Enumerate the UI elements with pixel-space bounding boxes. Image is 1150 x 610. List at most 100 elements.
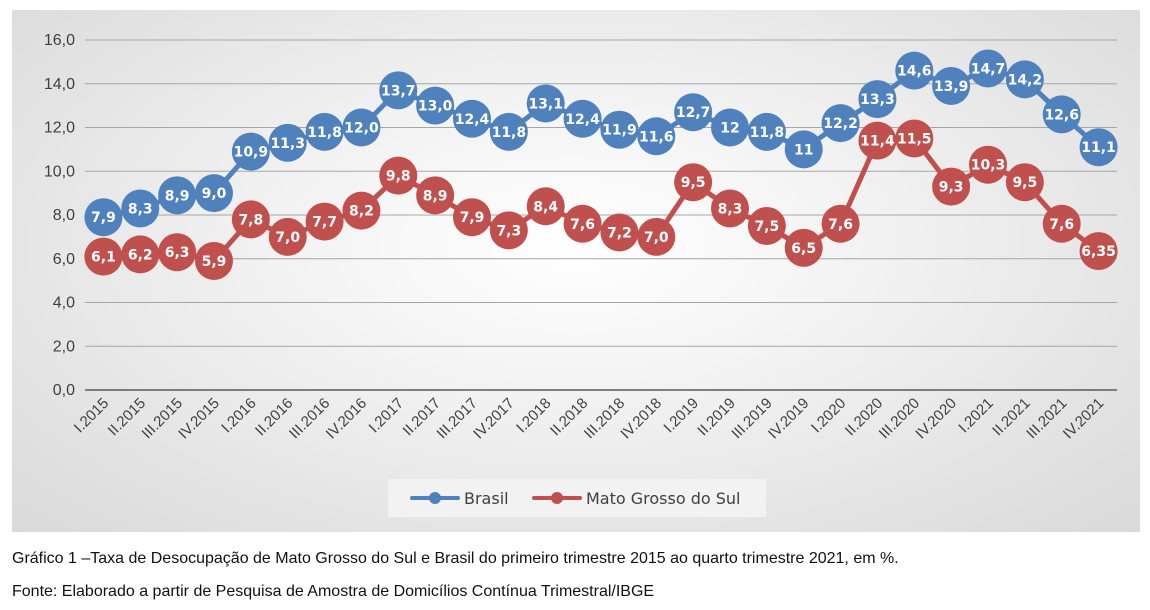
- data-point: [84, 237, 123, 276]
- data-point: [526, 187, 565, 226]
- data-point: [895, 51, 934, 90]
- data-label: 12,4: [455, 112, 490, 128]
- data-point: [305, 112, 344, 151]
- data-label: 12,7: [676, 105, 711, 121]
- legend-marker: [551, 492, 563, 504]
- data-label: 7,9: [91, 210, 116, 226]
- data-point: [637, 217, 676, 256]
- figure-source: Fonte: Elaborado a partir de Pesquisa de…: [12, 583, 655, 600]
- data-point: [195, 174, 233, 213]
- data-point: [932, 66, 971, 105]
- data-point: [563, 204, 602, 243]
- data-label: 6,35: [1081, 244, 1116, 260]
- data-point: [305, 202, 344, 241]
- data-label: 7,8: [238, 212, 263, 228]
- x-tick-label: IV.2017: [470, 395, 518, 443]
- data-point: [637, 117, 676, 156]
- x-tick-label: IV.2018: [617, 395, 665, 443]
- x-tick-label: IV.2016: [323, 395, 371, 443]
- data-point: [268, 217, 307, 256]
- data-label: 13,3: [860, 92, 895, 108]
- data-label: 14,6: [897, 64, 932, 80]
- data-point: [489, 211, 528, 250]
- data-label: 11: [794, 142, 813, 158]
- data-point: [379, 71, 418, 110]
- data-point: [784, 228, 823, 267]
- data-label: 5,9: [202, 254, 227, 270]
- data-label: 8,4: [533, 199, 558, 215]
- data-label: 12,2: [823, 116, 858, 132]
- y-tick-label: 6,0: [53, 251, 75, 268]
- data-point: [453, 198, 491, 237]
- data-point: [231, 200, 270, 239]
- data-label: 8,9: [423, 188, 448, 204]
- data-label: 13,7: [381, 83, 416, 99]
- figure-caption: Gráfico 1 –Taxa de Desocupação de Mato G…: [12, 550, 899, 567]
- data-label: 9,5: [681, 175, 706, 191]
- data-point: [674, 163, 713, 202]
- data-label: 14,2: [1008, 72, 1043, 88]
- x-tick-label: I.2015: [71, 395, 113, 437]
- data-point: [969, 49, 1007, 88]
- data-label: 9,8: [386, 169, 411, 185]
- data-label: 6,3: [165, 245, 190, 261]
- data-point: [416, 176, 455, 215]
- data-label: 7,0: [275, 230, 300, 246]
- data-point: [858, 121, 897, 160]
- data-point: [821, 104, 860, 143]
- data-label: 13,1: [528, 96, 563, 112]
- y-tick-label: 10,0: [44, 163, 75, 180]
- data-label: 7,5: [754, 219, 779, 235]
- data-label: 11,8: [750, 125, 785, 141]
- data-point: [526, 84, 565, 123]
- data-point: [747, 112, 786, 151]
- data-point: [1005, 60, 1044, 99]
- data-point: [969, 145, 1007, 184]
- legend-label: Brasil: [464, 489, 509, 508]
- data-point: [489, 112, 528, 151]
- x-tick-label: I.2020: [808, 395, 850, 437]
- data-label: 7,7: [312, 215, 337, 231]
- data-point: [1005, 163, 1044, 202]
- data-label: 11,4: [860, 134, 895, 150]
- data-point: [84, 198, 123, 237]
- data-label: 6,1: [91, 250, 116, 266]
- data-point: [268, 123, 307, 162]
- data-point: [784, 130, 823, 169]
- x-tick-label: I.2018: [513, 395, 555, 437]
- data-point: [1042, 95, 1081, 134]
- legend-marker: [429, 492, 441, 504]
- data-point: [711, 108, 749, 147]
- data-point: [674, 93, 713, 132]
- x-tick-label: IV.2020: [912, 395, 960, 443]
- data-label: 9,0: [202, 186, 227, 202]
- data-label: 8,2: [349, 204, 374, 220]
- data-point: [379, 156, 418, 195]
- chart-area: 0,0 2,0 4,0 6,0 8,0 10,0 12,0 14,0 16,0 I.2015 II.…: [12, 10, 1140, 532]
- data-point: [342, 191, 381, 230]
- data-label: 6,5: [791, 241, 816, 257]
- data-point: [600, 110, 639, 149]
- data-label: 12,4: [565, 112, 600, 128]
- x-tick-label: I.2019: [660, 395, 702, 437]
- data-label: 12: [720, 121, 739, 137]
- data-label: 11,8: [492, 125, 527, 141]
- data-label: 8,3: [128, 201, 153, 217]
- x-tick-label: IV.2021: [1060, 395, 1108, 443]
- data-label: 13,9: [934, 79, 969, 95]
- line-chart: 0,02,04,06,08,010,012,014,016,0I.2015II.…: [44, 32, 1118, 517]
- data-label: 7,0: [644, 230, 669, 246]
- data-point: [1042, 204, 1081, 243]
- data-label: 10,3: [971, 158, 1006, 174]
- data-point: [453, 99, 491, 138]
- data-label: 8,3: [718, 201, 743, 217]
- data-point: [1079, 128, 1118, 167]
- legend-label: Mato Grosso do Sul: [586, 489, 741, 508]
- data-point: [747, 206, 786, 245]
- y-tick-label: 8,0: [53, 207, 75, 224]
- data-label: 11,5: [897, 131, 932, 147]
- y-tick-label: 2,0: [53, 338, 75, 355]
- data-label: 12,6: [1044, 107, 1079, 123]
- y-tick-label: 14,0: [44, 76, 75, 93]
- data-label: 11,3: [270, 136, 305, 152]
